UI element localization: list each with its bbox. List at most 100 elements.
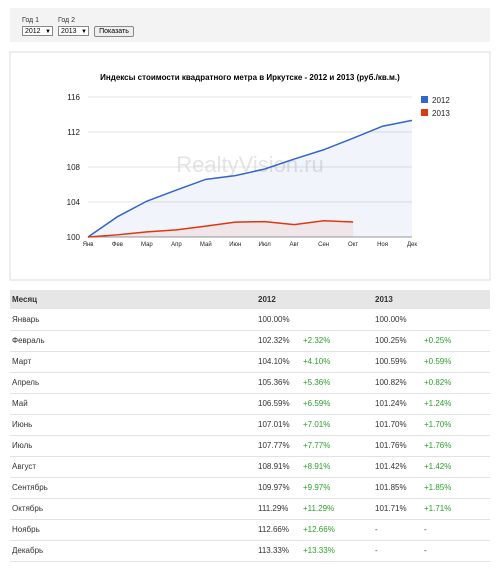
table-cell: +0.59%: [424, 357, 452, 366]
table-cell: Февраль: [12, 336, 45, 345]
table-cell: 111.29%: [258, 504, 289, 513]
table-cell: +1.42%: [424, 462, 452, 471]
table-cell: 100.82%: [375, 378, 407, 387]
y-tick-label: 108: [67, 163, 81, 172]
x-tick-label: Сен: [318, 242, 329, 248]
table-cell: Декабрь: [12, 546, 44, 555]
legend-label: 2012: [432, 96, 450, 105]
table-cell: +1.71%: [424, 504, 452, 513]
table-cell: Март: [12, 357, 32, 366]
row-divider: [10, 519, 490, 520]
table-cell: 101.70%: [375, 420, 407, 429]
x-tick-label: Июл: [259, 242, 272, 248]
table-cell: 101.76%: [375, 441, 407, 450]
table-cell: 102.32%: [258, 336, 290, 345]
legend-swatch: [421, 109, 428, 116]
table-cell: 109.97%: [258, 483, 290, 492]
row-divider: [10, 540, 490, 541]
table-cell: -: [375, 525, 378, 534]
legend-swatch: [421, 96, 428, 103]
x-tick-label: Фев: [112, 242, 123, 248]
legend-label: 2013: [432, 109, 450, 118]
table-cell: +2.32%: [303, 336, 331, 345]
table-cell: -: [375, 546, 378, 555]
y-tick-label: 112: [67, 128, 80, 137]
table-cell: Июнь: [12, 420, 33, 429]
x-tick-label: Дек: [407, 242, 417, 248]
header-cell: 2012: [258, 295, 276, 304]
table-cell: +13.33%: [303, 546, 335, 555]
y-tick-label: 104: [67, 198, 81, 207]
table-cell: 101.42%: [375, 462, 407, 471]
table-cell: +8.91%: [303, 462, 331, 471]
table-cell: +0.82%: [424, 378, 452, 387]
year2-select[interactable]: 2013: [58, 26, 89, 37]
table-cell: +4.10%: [303, 357, 331, 366]
table-cell: Апрель: [12, 378, 40, 387]
table-cell: Май: [12, 399, 28, 408]
table-cell: +11.29%: [303, 504, 335, 513]
row-divider: [10, 393, 490, 394]
x-tick-label: Окт: [348, 242, 358, 248]
header-cell: 2013: [375, 295, 393, 304]
row-divider: [10, 477, 490, 478]
row-divider: [10, 561, 490, 562]
table-cell: 106.59%: [258, 399, 290, 408]
table-cell: +1.76%: [424, 441, 452, 450]
y-tick-label: 100: [67, 233, 81, 242]
table-header: [10, 290, 490, 309]
row-divider: [10, 414, 490, 415]
table-cell: Октябрь: [12, 504, 44, 513]
year1-select[interactable]: 2012: [22, 26, 53, 37]
table-cell: 107.01%: [258, 420, 290, 429]
x-tick-label: Май: [200, 241, 212, 248]
chart-title: Индексы стоимости квадратного метра в Ир…: [100, 73, 400, 82]
table-cell: 100.00%: [375, 315, 407, 324]
header-cell: Месяц: [12, 295, 38, 304]
table-cell: 104.10%: [258, 357, 290, 366]
table-cell: -: [424, 546, 427, 555]
table-cell: Июль: [12, 441, 33, 450]
table-cell: Август: [12, 462, 37, 471]
table-cell: +1.70%: [424, 420, 452, 429]
table-cell: -: [424, 525, 427, 534]
row-divider: [10, 330, 490, 331]
table-cell: Сентябрь: [12, 483, 48, 492]
series-area: [88, 220, 354, 237]
table-cell: 101.85%: [375, 483, 407, 492]
year2-label: Год 2: [58, 17, 75, 24]
table-cell: 101.71%: [375, 504, 407, 513]
table-cell: +1.24%: [424, 399, 452, 408]
table-cell: +1.85%: [424, 483, 452, 492]
row-divider: [10, 456, 490, 457]
year1-label: Год 1: [22, 17, 39, 24]
series-line: [87, 119, 413, 238]
table-cell: 107.77%: [258, 441, 290, 450]
row-divider: [10, 498, 490, 499]
series-line: [87, 220, 354, 238]
table-cell: +9.97%: [303, 483, 331, 492]
table-cell: 100.25%: [375, 336, 407, 345]
table-cell: 100.00%: [258, 315, 290, 324]
table-cell: 100.59%: [375, 357, 407, 366]
table-cell: +7.77%: [303, 441, 331, 450]
table-cell: 105.36%: [258, 378, 290, 387]
x-tick-label: Апр: [171, 242, 182, 248]
x-tick-label: Мар: [141, 242, 153, 248]
table-cell: +12.66%: [303, 525, 335, 534]
chart: Индексы стоимости квадратного метра в Ир…: [9, 51, 491, 281]
table-cell: 101.24%: [375, 399, 407, 408]
table-cell: +6.59%: [303, 399, 331, 408]
x-tick-label: Ноя: [377, 242, 388, 248]
row-divider: [10, 372, 490, 373]
y-tick-label: 116: [67, 93, 80, 102]
table-cell: +7.01%: [303, 420, 331, 429]
table-cell: 113.33%: [258, 546, 289, 555]
table-cell: +5.36%: [303, 378, 331, 387]
x-tick-label: Авг: [289, 242, 299, 248]
show-button[interactable]: Показать: [94, 26, 134, 37]
table-cell: 112.66%: [258, 525, 289, 534]
table-cell: 108.91%: [258, 462, 290, 471]
row-divider: [10, 435, 490, 436]
